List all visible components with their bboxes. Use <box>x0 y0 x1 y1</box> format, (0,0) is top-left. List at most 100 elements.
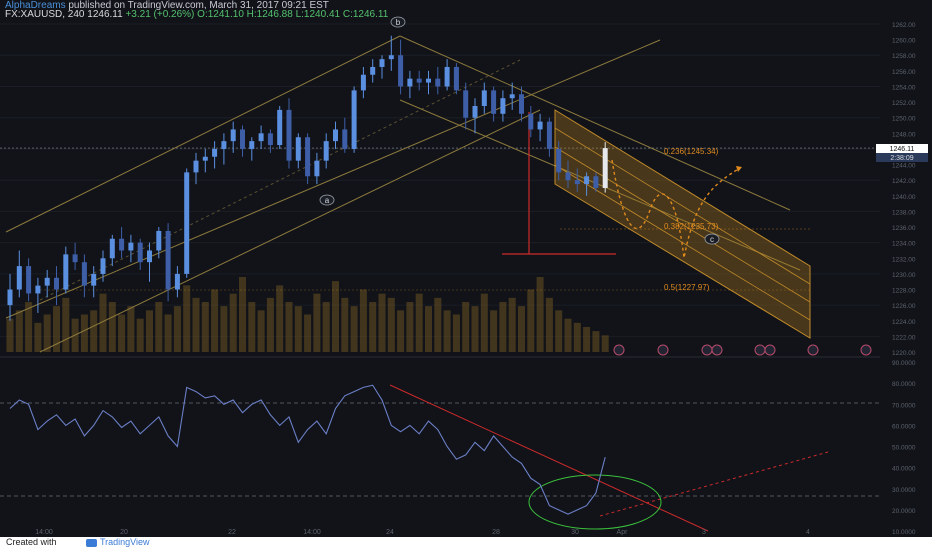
candle-body <box>528 113 534 130</box>
volume-bar <box>304 314 312 352</box>
candle-body <box>519 94 524 114</box>
candle-body <box>26 266 32 294</box>
candle-body <box>453 66 459 91</box>
volume-bar <box>192 297 200 352</box>
rsi-trendline[interactable] <box>389 384 709 532</box>
candle-body <box>267 133 273 146</box>
volume-bar <box>583 327 591 352</box>
volume-bar <box>378 293 386 352</box>
volume-bar <box>239 277 246 352</box>
price-tick: 1252.00 <box>892 100 916 107</box>
candle-body <box>63 254 69 290</box>
price-tick: 1260.00 <box>892 38 916 45</box>
time-tick: 24 <box>386 529 394 536</box>
volume-bar <box>164 314 172 352</box>
candle-body <box>240 129 245 149</box>
candle-body <box>221 141 227 149</box>
candle-body <box>295 137 301 161</box>
time-tick: 28 <box>492 529 500 536</box>
volume-bar <box>573 322 581 352</box>
symbol-line: FX:XAUUSD, 240 1246.11 +3.21 (+0.26%) O:… <box>5 9 388 20</box>
volume-bar <box>201 302 209 352</box>
candle-body <box>44 277 50 286</box>
price-tick: 1244.00 <box>892 163 916 170</box>
projection-path <box>611 159 741 259</box>
candle-body <box>500 98 506 114</box>
rsi-tick: 40.0000 <box>892 466 916 473</box>
volume-bar <box>527 289 535 352</box>
price-tick: 1256.00 <box>892 69 916 76</box>
rsi-line <box>9 384 606 515</box>
price-tick: 1236.00 <box>892 225 916 232</box>
candle-body <box>314 160 320 177</box>
volume-bar <box>480 293 488 352</box>
event-icons <box>613 344 872 356</box>
tradingview-brand-link[interactable]: TradingView <box>100 537 150 547</box>
candle-body <box>91 273 97 286</box>
event-icon <box>754 344 766 356</box>
price-tick: 1254.00 <box>892 84 916 91</box>
volume-bar <box>443 310 451 352</box>
down-channel-lower-line[interactable] <box>399 99 801 271</box>
volume-bars <box>6 277 609 352</box>
author-link[interactable]: AlphaDreams <box>5 0 66 11</box>
candle-body <box>584 176 590 185</box>
publish-info: published on TradingView.com, March 31, … <box>68 0 329 11</box>
volume-bar <box>555 310 563 352</box>
candle-body <box>323 141 329 161</box>
candle-body <box>137 242 143 263</box>
price-axis: 1262.00 1260.00 1258.00 1256.00 1254.00 1252.… <box>880 0 932 537</box>
rsi-oversold-ellipse[interactable] <box>528 474 662 530</box>
candle-body <box>174 273 180 290</box>
candle-body <box>435 78 441 87</box>
volume-bar <box>248 302 256 352</box>
price-tick: 1226.00 <box>892 303 916 310</box>
wave-label-badge <box>390 16 406 28</box>
rsi-tick: 60.0000 <box>892 423 916 430</box>
volume-bar <box>108 302 116 352</box>
candle-body <box>416 78 422 83</box>
volume-bar <box>155 302 163 352</box>
created-with-text: Created with <box>6 537 57 547</box>
volume-bar <box>592 331 600 352</box>
volume-bar <box>99 293 107 352</box>
channel-lower-line[interactable] <box>39 109 541 353</box>
channel-upper-line[interactable] <box>5 35 401 233</box>
volume-bar <box>434 297 442 352</box>
volume-bar <box>257 310 265 352</box>
candle-body <box>556 148 562 173</box>
candle-body <box>212 148 218 157</box>
channel-mid-line[interactable] <box>5 39 661 319</box>
down-channel-upper-line[interactable] <box>399 35 791 211</box>
price-tick: 1250.00 <box>892 116 916 123</box>
candle-body <box>128 242 134 251</box>
candle-body <box>546 121 552 149</box>
candle-body <box>100 258 106 274</box>
event-icon <box>657 344 669 356</box>
candle-body <box>193 160 199 173</box>
candle-body <box>119 238 125 251</box>
volume-bar <box>183 285 191 352</box>
wave-label-badge <box>319 194 335 206</box>
price-tick: 1230.00 <box>892 272 916 279</box>
candle-body <box>258 133 264 142</box>
volume-bar <box>25 302 33 352</box>
event-icon <box>807 344 819 356</box>
volume-bar <box>43 314 51 352</box>
rsi-tick: 30.0000 <box>892 487 916 494</box>
time-axis: 14:00 20 22 14:00 24 28 30 Apr 3 4 <box>35 529 810 536</box>
time-tick: 20 <box>120 529 128 536</box>
volume-bar <box>369 302 377 352</box>
event-icon <box>613 344 625 356</box>
rsi-panel <box>0 356 880 532</box>
rsi-tick: 20.0000 <box>892 508 916 515</box>
price-tick: 1238.00 <box>892 209 916 216</box>
ohlc-values: O:1241.10 H:1246.88 L:1240.41 C:1246.11 <box>197 9 389 20</box>
chart-canvas[interactable]: 0.236(1245.34) 0.382(1235.73) 0.5(1227.97)… <box>0 0 932 537</box>
wave-label: a <box>325 196 330 205</box>
time-tick: 4 <box>806 529 810 536</box>
candle-body <box>342 129 348 149</box>
symbol-label[interactable]: FX:XAUUSD, 240 <box>5 9 85 20</box>
countdown-tag <box>876 153 928 162</box>
candle-body <box>407 78 413 87</box>
